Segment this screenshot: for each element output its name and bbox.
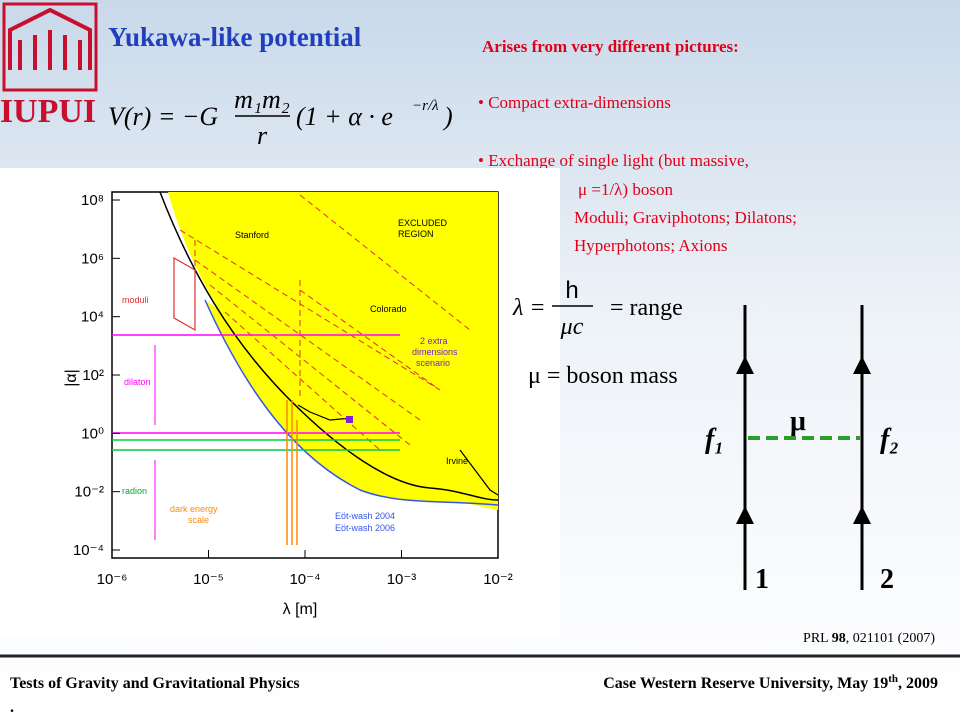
eq-lhs: V(r) = −G	[108, 102, 218, 131]
footer-sup: th	[888, 673, 898, 685]
bullet-continuation: Hyperphotons; Axions	[574, 236, 727, 255]
footer-dot: .	[10, 699, 14, 716]
bullet: • Exchange of single light (but massive,	[478, 151, 749, 170]
reference: PRL 98, 021101 (2007)	[803, 631, 935, 646]
bullet-continuation: μ =1/λ) boson	[578, 180, 673, 199]
diagram-label: 2	[880, 564, 894, 595]
annotation: scenario	[416, 358, 450, 368]
footer-right: Case Western Reserve University, May 19t…	[603, 673, 938, 692]
diagram-label: f₂	[880, 424, 899, 455]
diagram-label: f₁	[705, 424, 724, 455]
annotation: Eöt-wash 2006	[335, 523, 395, 533]
logo-mark	[2, 2, 98, 92]
ref-volume: 98	[832, 631, 846, 646]
relations: λ = h μc = range μ = boson mass	[512, 277, 683, 389]
x-tick-label: 10⁻⁵	[193, 571, 224, 588]
diagram-labels: μ f₁ f₂ 1 2	[705, 406, 899, 595]
eq-bracket: (1 + α · e	[296, 102, 393, 131]
logo-building	[8, 7, 92, 70]
annotation: 2 extra	[420, 336, 448, 346]
scenario-point	[346, 416, 353, 423]
y-tick-label: 10⁻⁴	[73, 542, 104, 559]
dark-energy-lines	[286, 400, 298, 545]
x-tick-label: 10⁻³	[387, 571, 417, 588]
y-tick-label: 10²	[82, 367, 104, 384]
y-tick-label: 10⁶	[81, 250, 104, 267]
relation: μ = boson mass	[528, 363, 678, 389]
footer-right-end: , 2009	[898, 675, 938, 692]
colorado-curve	[297, 404, 353, 421]
eq-close: )	[442, 102, 453, 131]
moduli-box	[173, 256, 196, 332]
plot: EXCLUDED REGION Stanford Colorado 2 extr…	[63, 191, 513, 618]
footer-left: Tests of Gravity and Gravitational Physi…	[10, 675, 300, 692]
eq-exponent: −r/λ	[412, 98, 439, 114]
annotation: moduli	[122, 295, 149, 305]
y-tick-label: 10⁸	[81, 192, 104, 209]
x-tick-label: 10⁻⁴	[289, 571, 320, 588]
annotation: Irvine	[446, 456, 468, 466]
ref-journal: PRL	[803, 631, 832, 646]
eq-numerator: m₁m₂	[234, 85, 290, 114]
annotation: scale	[188, 515, 209, 525]
x-axis-label: λ [m]	[283, 601, 318, 618]
exchange-diagram: μ f₁ f₂ 1 2	[705, 305, 899, 595]
notes: Arises from very different pictures: • C…	[478, 37, 797, 255]
y-tick-label: 10⁻²	[74, 484, 104, 501]
diagram-label: 1	[755, 564, 769, 595]
plot-annotations: EXCLUDED REGION Stanford Colorado 2 extr…	[122, 218, 468, 533]
eq-denominator: r	[257, 121, 268, 150]
annotation: Stanford	[235, 230, 269, 240]
annotation: REGION	[398, 229, 434, 239]
title: Yukawa-like potential	[108, 22, 362, 52]
relation: μc	[560, 314, 584, 340]
bullet: • Compact extra-dimensions	[478, 93, 671, 112]
annotation: dark energy	[170, 504, 218, 514]
annotation: EXCLUDED	[398, 218, 448, 228]
annotation: dimensions	[412, 347, 458, 357]
equation: V(r) = −G m₁m₂ r (1 + α · e −r/λ )	[108, 85, 453, 150]
x-tick-label: 10⁻²	[483, 571, 513, 588]
y-tick-label: 10⁴	[81, 309, 104, 326]
ticks: 10⁸ 10⁶ 10⁴ 10² 10⁰ 10⁻² 10⁻⁴ 10⁻⁶ 10⁻⁵ 10⁻⁴ 10⁻³ 1…	[73, 192, 513, 588]
bullet-continuation: Moduli; Graviphotons; Dilatons;	[574, 208, 797, 227]
relation: h	[565, 277, 578, 304]
relation: λ =	[512, 295, 546, 321]
eotwash-curve	[204, 299, 499, 506]
annotation: Eöt-wash 2004	[335, 511, 395, 521]
diagram-label: μ	[790, 406, 806, 437]
x-tick-label: 10⁻⁶	[97, 571, 128, 588]
irvine-curve	[459, 449, 499, 496]
notes-heading: Arises from very different pictures:	[482, 37, 739, 56]
relation: = range	[610, 295, 683, 321]
annotation: radion	[122, 486, 147, 496]
excluded-region	[168, 192, 498, 510]
y-axis-label: |α|	[63, 369, 80, 387]
annotation: Colorado	[370, 304, 407, 314]
logo-text: IUPUI	[0, 93, 96, 130]
y-tick-label: 10⁰	[81, 425, 104, 442]
ref-rest: , 021101 (2007)	[846, 631, 936, 646]
annotation: dilaton	[124, 377, 151, 387]
footer-right-main: Case Western Reserve University, May 19	[603, 675, 888, 692]
limit-curve	[159, 191, 499, 501]
